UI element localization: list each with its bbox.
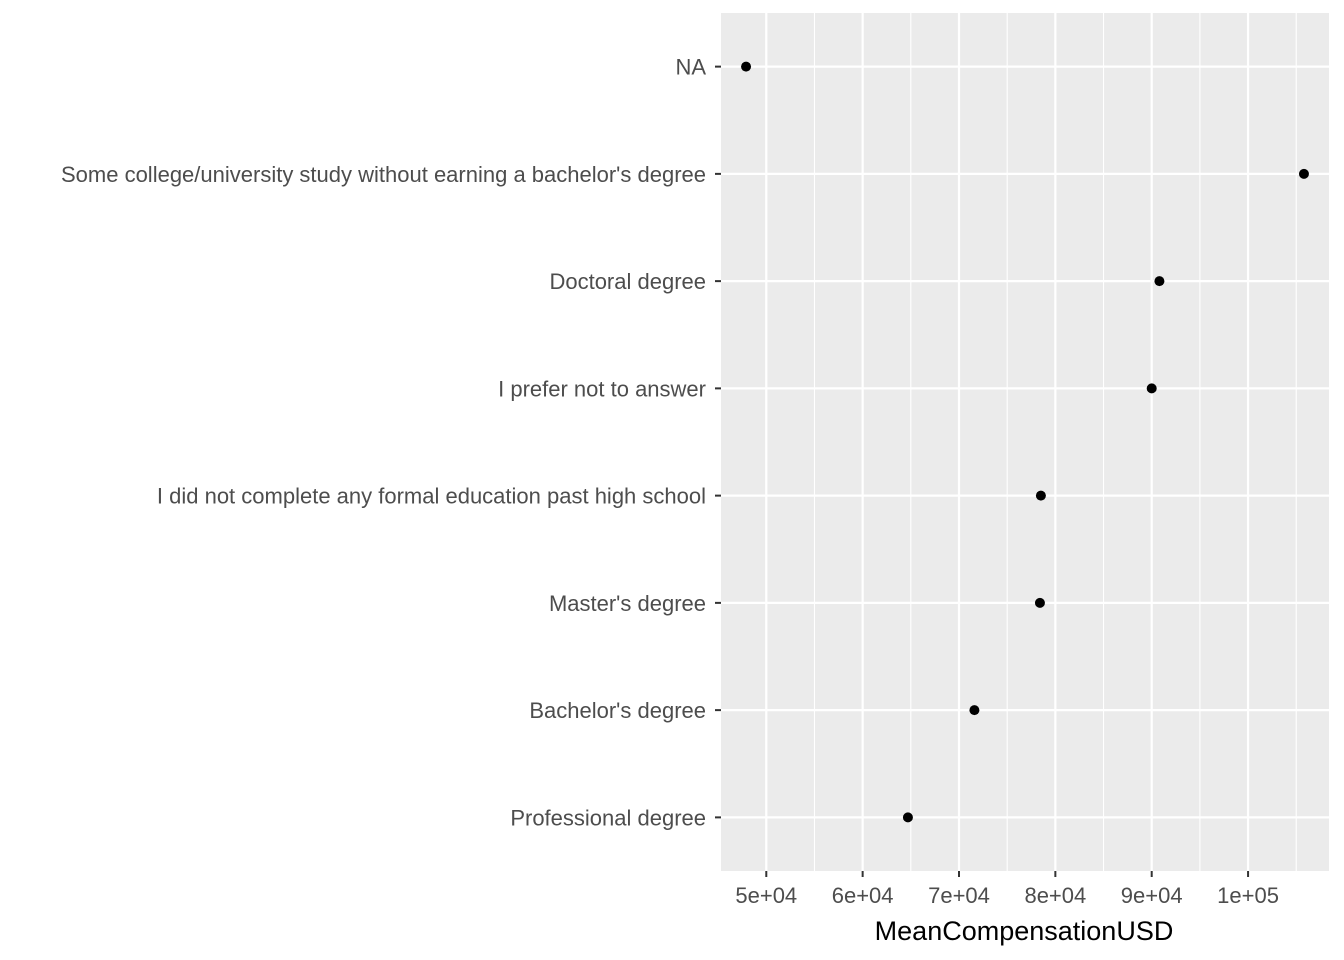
x-tick-label: 8e+04 — [1024, 883, 1086, 908]
data-point — [741, 61, 752, 72]
data-point — [1298, 168, 1309, 179]
x-tick-label: 1e+05 — [1217, 883, 1279, 908]
grid-minor — [813, 13, 1297, 871]
x-tick-label: 7e+04 — [928, 883, 990, 908]
y-tick-label: I prefer not to answer — [498, 376, 706, 401]
x-tick-label: 6e+04 — [832, 883, 894, 908]
grid-major — [721, 13, 1329, 871]
x-axis: 5e+04 6e+04 7e+04 8e+04 9e+04 1e+05 — [735, 871, 1279, 908]
y-tick-label: Professional degree — [510, 805, 706, 830]
data-point — [1034, 597, 1045, 608]
data-points — [741, 61, 1309, 823]
data-point — [1146, 383, 1157, 394]
y-tick-label: NA — [675, 55, 706, 80]
data-point — [1154, 276, 1165, 287]
x-tick-label: 9e+04 — [1121, 883, 1183, 908]
y-axis: Professional degree Bachelor's degree Mast… — [61, 55, 721, 830]
y-tick-label: Some college/university study without ea… — [61, 162, 706, 187]
y-tick-label: I did not complete any formal education … — [157, 484, 706, 509]
x-tick-label: 5e+04 — [735, 883, 797, 908]
data-point — [1035, 490, 1046, 501]
x-axis-title: MeanCompensationUSD — [875, 916, 1174, 946]
plot-panel — [721, 13, 1329, 871]
data-point — [902, 812, 913, 823]
y-tick-label: Bachelor's degree — [529, 698, 706, 723]
data-point — [969, 705, 980, 716]
y-tick-label: Doctoral degree — [549, 269, 706, 294]
y-tick-label: Master's degree — [549, 591, 706, 616]
